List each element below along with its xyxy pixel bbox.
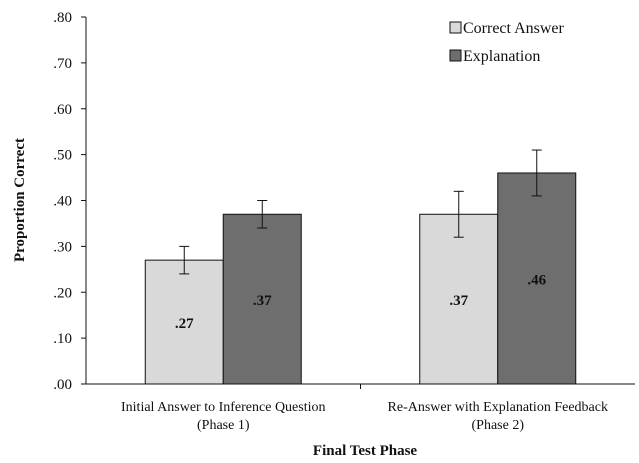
- legend-label: Correct Answer: [463, 20, 565, 37]
- data-label: .37: [253, 293, 272, 309]
- x-axis-categories: Initial Answer to Inference Question (Pha…: [121, 400, 608, 433]
- y-tick-label: .40: [53, 194, 72, 210]
- y-tick-label: .70: [53, 56, 72, 72]
- y-axis-title: Proportion Correct: [12, 138, 28, 262]
- bars: [144, 172, 577, 385]
- error-bars: [179, 149, 542, 275]
- data-label: .27: [175, 316, 194, 332]
- y-tick-label: .60: [53, 102, 72, 118]
- legend: Correct Answer Explanation: [449, 20, 565, 65]
- x-category-label: Initial Answer to Inference Question: [121, 400, 326, 415]
- y-tick-label: .00: [53, 377, 72, 393]
- legend-label: Explanation: [463, 48, 540, 65]
- x-axis-title: Final Test Phase: [313, 443, 418, 459]
- data-labels: .27 .37 .37 .46: [175, 272, 547, 332]
- axes: [85, 17, 635, 389]
- y-tick-label: .50: [53, 148, 72, 164]
- y-tick-label: .20: [53, 285, 72, 301]
- x-category-label: (Phase 1): [197, 418, 250, 433]
- y-tick-label: .30: [53, 239, 72, 255]
- x-category-label: Re-Answer with Explanation Feedback: [388, 400, 608, 415]
- data-label: .46: [527, 272, 546, 288]
- y-tick-label: .80: [53, 10, 72, 26]
- y-axis-ticks: .00 .10 .20 .30 .40 .50 .60 .70 .80: [53, 10, 86, 393]
- legend-swatch: [449, 49, 462, 62]
- y-tick-label: .10: [53, 331, 72, 347]
- data-label: .37: [449, 293, 468, 309]
- x-category-label: (Phase 2): [472, 418, 525, 433]
- legend-swatch: [449, 21, 462, 34]
